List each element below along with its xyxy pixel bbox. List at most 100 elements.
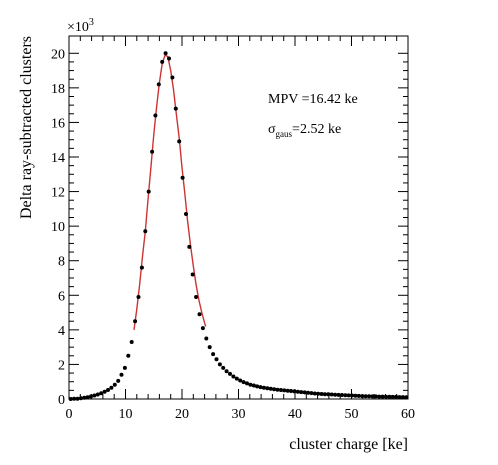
data-point bbox=[387, 394, 392, 399]
data-point bbox=[146, 189, 151, 194]
data-point bbox=[285, 388, 290, 393]
data-point bbox=[258, 385, 263, 390]
y-axis-ticks: 0 2 4 6 8 10 12 14 16 18 20 bbox=[51, 47, 408, 408]
data-point bbox=[122, 365, 127, 370]
x-axis-ticks: 0 10 20 30 40 50 60 bbox=[66, 36, 415, 422]
x-tick-label: 50 bbox=[345, 407, 359, 422]
sigma-symbol: σ bbox=[268, 122, 276, 137]
data-point bbox=[160, 59, 165, 64]
data-point bbox=[339, 393, 344, 397]
data-point bbox=[126, 353, 131, 358]
data-point bbox=[217, 362, 222, 367]
data-point bbox=[384, 394, 388, 399]
x-tick-label: 30 bbox=[232, 407, 246, 422]
data-point bbox=[329, 392, 334, 397]
y-tick-label: 2 bbox=[58, 358, 65, 373]
data-point bbox=[261, 385, 266, 390]
data-point bbox=[306, 390, 310, 395]
data-point bbox=[292, 389, 297, 394]
data-point bbox=[153, 113, 158, 118]
data-point bbox=[350, 393, 355, 398]
data-point bbox=[190, 272, 195, 277]
data-point bbox=[231, 374, 236, 379]
data-point bbox=[109, 385, 114, 390]
data-point bbox=[346, 393, 351, 398]
y-multiplier-exponent: 3 bbox=[89, 17, 94, 28]
data-point bbox=[367, 394, 371, 399]
sigma-subscript: gaus bbox=[276, 129, 293, 139]
data-point bbox=[404, 395, 409, 400]
data-point bbox=[143, 229, 148, 234]
y-tick-label: 12 bbox=[51, 186, 65, 201]
data-point bbox=[228, 371, 232, 376]
data-point bbox=[150, 149, 155, 154]
data-point bbox=[309, 391, 314, 396]
data-point bbox=[99, 391, 104, 396]
data-point bbox=[255, 384, 260, 389]
data-point bbox=[245, 381, 249, 386]
data-point bbox=[82, 395, 87, 400]
data-point bbox=[72, 396, 77, 401]
y-tick-label: 20 bbox=[51, 47, 65, 62]
data-point bbox=[360, 394, 365, 399]
plot-frame bbox=[68, 35, 409, 400]
x-tick-label: 40 bbox=[288, 407, 302, 422]
data-point bbox=[282, 388, 287, 393]
fit-layer bbox=[133, 53, 207, 330]
data-point bbox=[400, 395, 405, 400]
data-point bbox=[275, 387, 280, 392]
data-point bbox=[177, 139, 182, 144]
data-point bbox=[268, 386, 273, 391]
data-point bbox=[85, 395, 90, 400]
data-point bbox=[89, 394, 93, 399]
data-point bbox=[238, 378, 243, 383]
y-tick-label: 16 bbox=[51, 116, 65, 131]
data-point bbox=[356, 393, 361, 398]
data-point bbox=[180, 175, 185, 180]
data-point bbox=[272, 387, 277, 392]
mpv-annotation: MPV =16.42 ke bbox=[268, 92, 358, 107]
data-point bbox=[112, 382, 117, 387]
data-point bbox=[319, 392, 324, 396]
data-point bbox=[224, 369, 229, 374]
data-point bbox=[343, 393, 348, 398]
data-points bbox=[68, 51, 409, 401]
data-point bbox=[363, 394, 368, 399]
data-point bbox=[336, 392, 341, 397]
data-point bbox=[326, 392, 331, 397]
data-point bbox=[133, 319, 138, 324]
y-tick-label: 8 bbox=[58, 255, 65, 270]
y-tick-label: 14 bbox=[51, 151, 65, 166]
data-point bbox=[316, 391, 321, 396]
data-point bbox=[167, 56, 171, 61]
x-tick-label: 10 bbox=[119, 407, 133, 422]
data-point bbox=[95, 392, 100, 397]
data-point bbox=[187, 244, 192, 249]
y-multiplier: ×103 bbox=[67, 17, 94, 35]
data-point bbox=[204, 336, 209, 341]
data-point bbox=[116, 378, 121, 383]
data-point bbox=[377, 394, 382, 399]
data-point bbox=[194, 295, 199, 299]
data-point bbox=[173, 106, 178, 111]
data-point bbox=[214, 357, 219, 362]
data-point bbox=[265, 386, 270, 391]
data-point bbox=[75, 396, 80, 401]
data-point bbox=[184, 212, 188, 216]
data-point bbox=[197, 312, 202, 317]
data-point bbox=[136, 295, 141, 299]
data-point bbox=[278, 388, 283, 392]
data-point bbox=[302, 390, 307, 395]
data-point bbox=[200, 326, 205, 331]
data-point bbox=[119, 372, 124, 377]
y-tick-label: 6 bbox=[58, 289, 65, 304]
y-tick-label: 18 bbox=[51, 82, 65, 97]
data-point bbox=[394, 394, 399, 399]
data-point bbox=[241, 380, 246, 385]
data-point bbox=[248, 382, 253, 387]
data-point bbox=[170, 75, 175, 80]
data-point bbox=[295, 389, 300, 394]
data-point bbox=[163, 51, 168, 56]
data-point bbox=[390, 394, 395, 399]
